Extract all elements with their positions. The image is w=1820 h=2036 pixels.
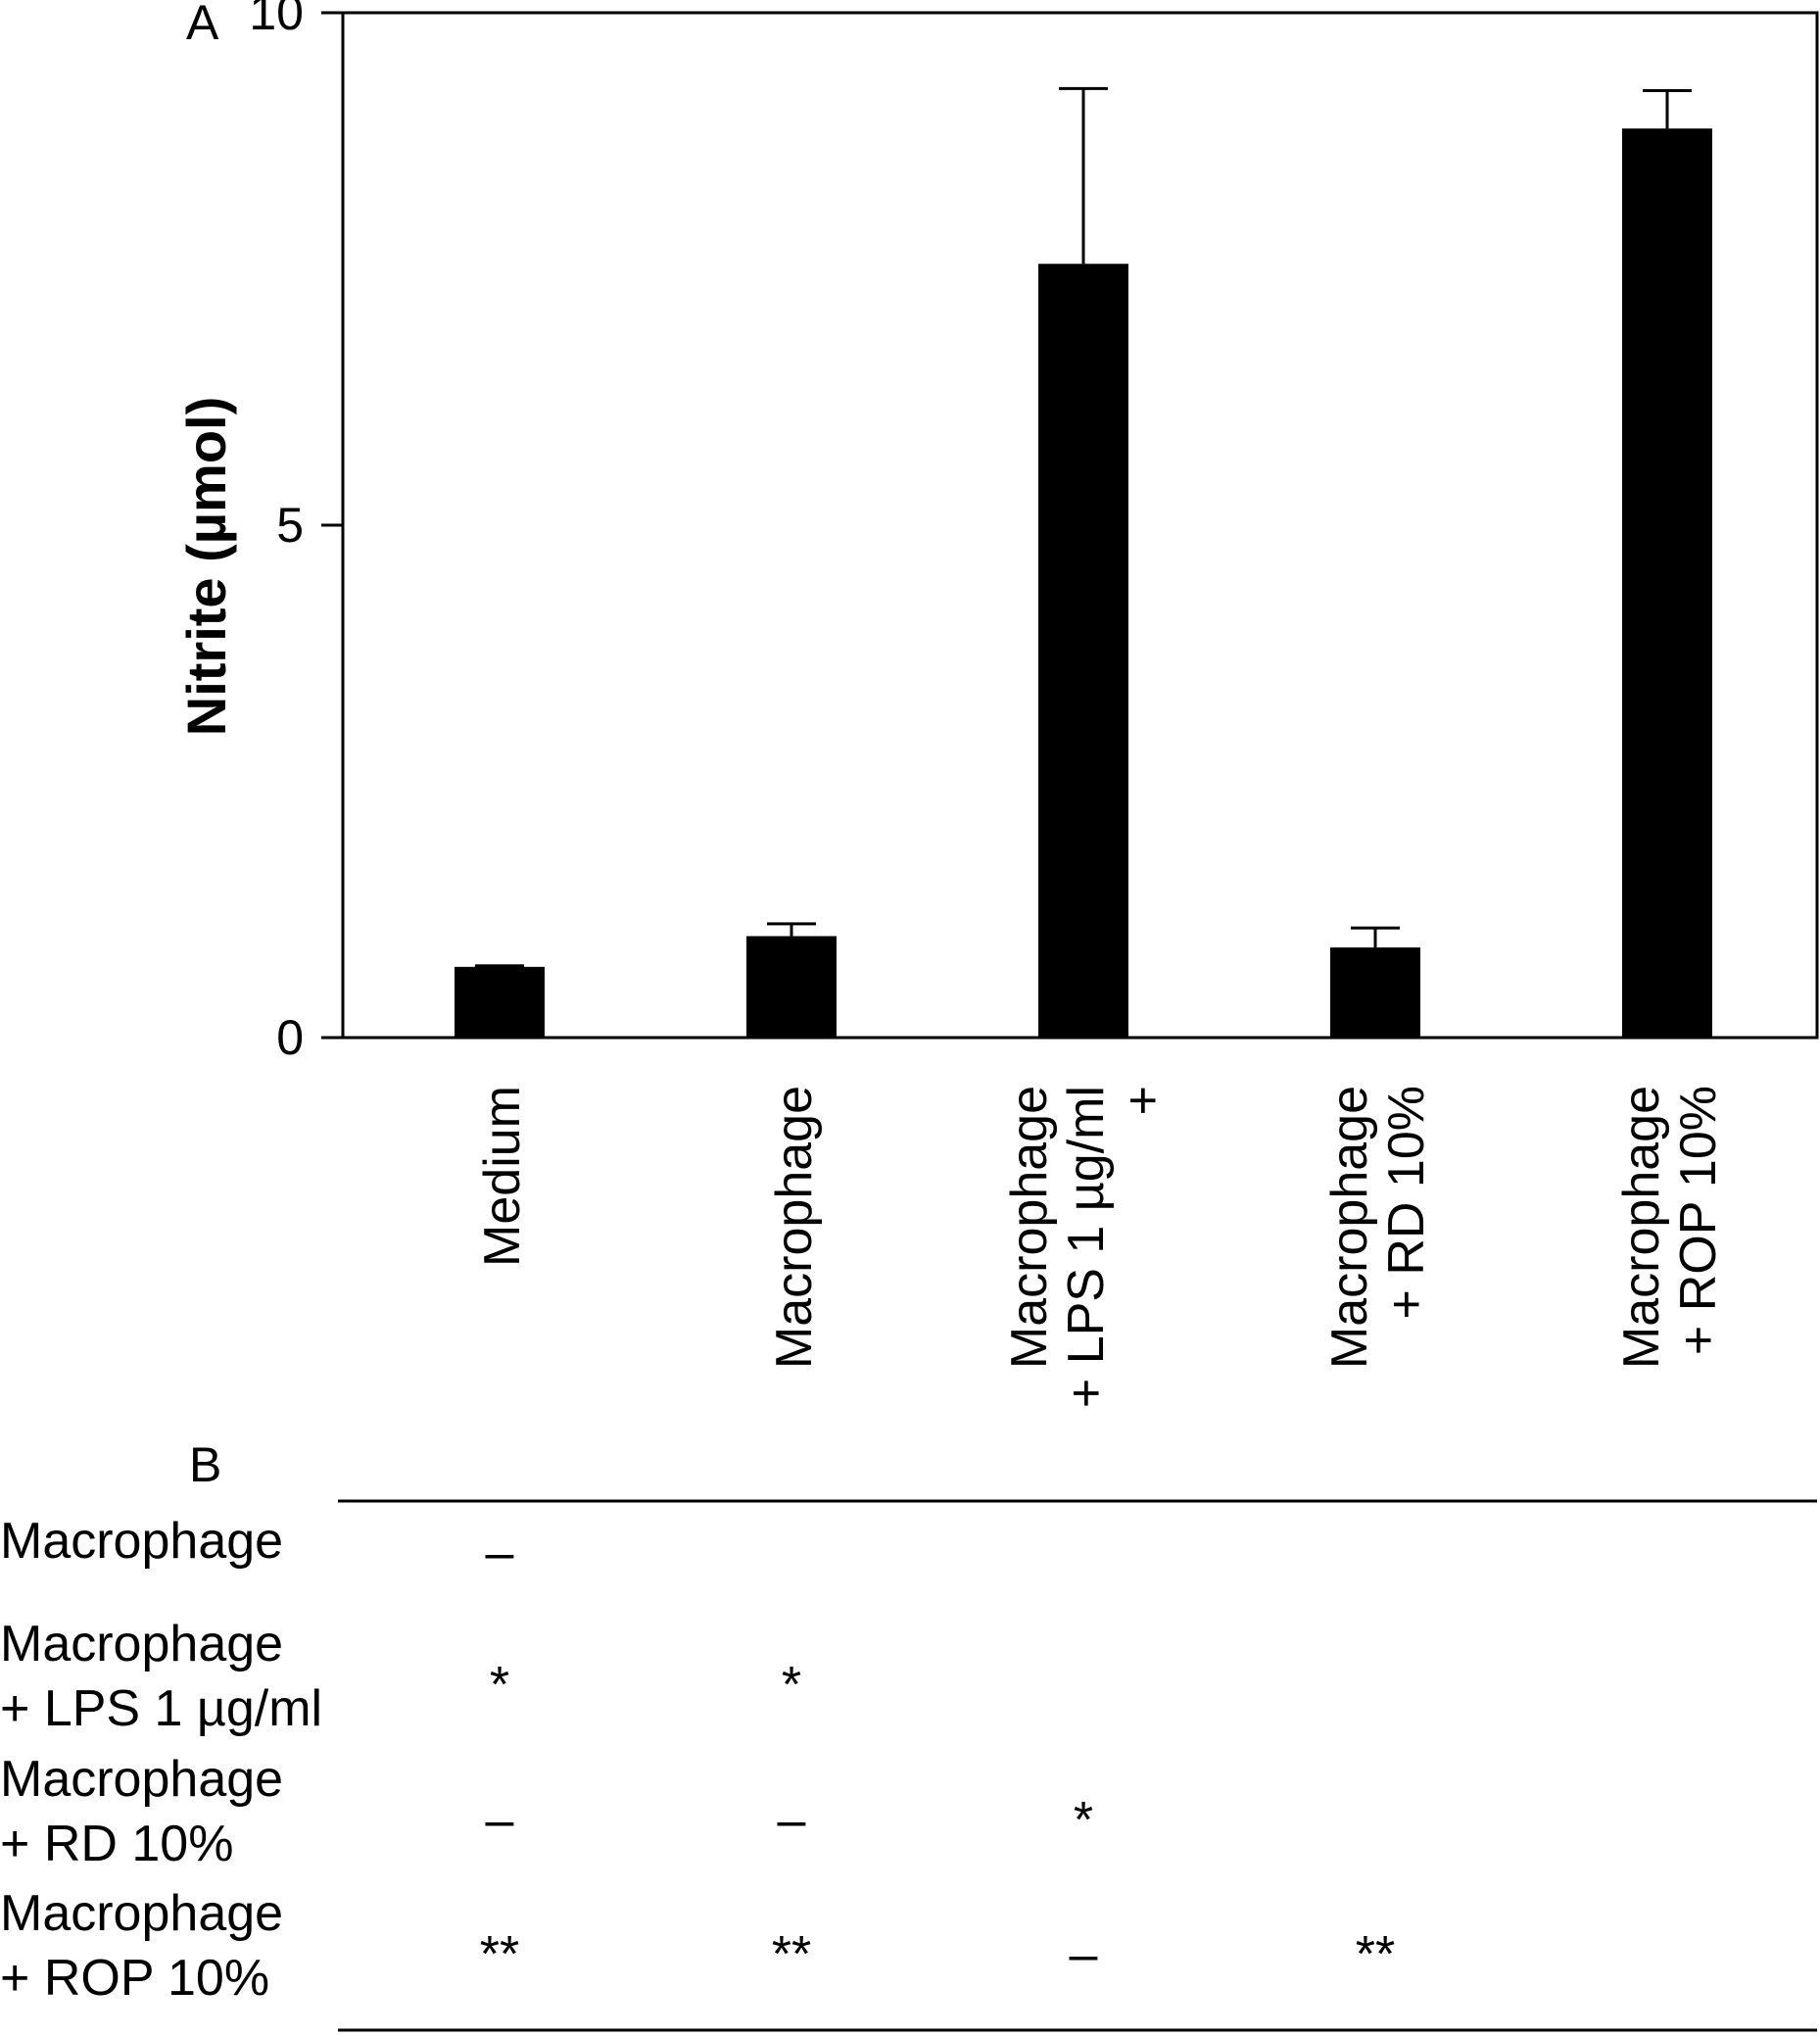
chart-panel-a: A 0 5 10 Nitrite (µmol) Medium Macrophage Ma…	[175, 0, 1819, 1408]
x-tick-label: Macrophage	[1613, 1086, 1670, 1369]
table-rows: Macrophage –Macrophage + LPS 1 µg/ml * *Mac…	[0, 1513, 1395, 2007]
row-label: Macrophage	[0, 1513, 283, 1570]
x-tick-label: + ROP 10%	[1670, 1086, 1727, 1355]
bar	[1330, 946, 1420, 1038]
table-cell: –	[1070, 1926, 1098, 1983]
x-tick-label: + LPS 1 µg/ml	[1058, 1086, 1115, 1408]
bars	[455, 128, 1712, 1038]
table-cell: **	[772, 1926, 811, 1983]
x-tick-label: Macrophage	[1001, 1086, 1058, 1369]
y-tick-label: 5	[276, 498, 304, 553]
row-label: Macrophage	[0, 1616, 283, 1672]
table-row: Macrophage + RD 10% – – *	[0, 1751, 1093, 1872]
y-tick-label: 0	[276, 1010, 304, 1065]
bar	[1622, 128, 1712, 1038]
table-cell: *	[490, 1657, 509, 1714]
row-label: + ROP 10%	[0, 1950, 269, 2007]
y-tick-label: 10	[249, 0, 304, 40]
x-tick-label: +	[1115, 1086, 1172, 1115]
table-cell: **	[480, 1926, 519, 1983]
error-bars	[475, 86, 1692, 968]
table-cell: **	[1356, 1926, 1395, 1983]
comparison-table: B Macrophage –Macrophage + LPS 1 µg/ml * *M…	[0, 1437, 1817, 2032]
panel-label-a: A	[186, 0, 219, 50]
x-tick-label: Macrophage	[1321, 1086, 1378, 1369]
table-row: Macrophage + ROP 10% ** ** – **	[0, 1885, 1395, 2007]
table-row: Macrophage –	[0, 1513, 514, 1581]
panel-label-b: B	[189, 1437, 221, 1492]
table-cell: –	[486, 1525, 514, 1581]
x-tick-label: Macrophage	[766, 1086, 823, 1369]
table-cell: *	[1074, 1792, 1093, 1849]
bar	[455, 966, 545, 1038]
table-row: Macrophage + LPS 1 µg/ml * *	[0, 1616, 801, 1737]
row-label: Macrophage	[0, 1885, 283, 1942]
bar	[1038, 264, 1128, 1038]
row-label: + LPS 1 µg/ml	[0, 1680, 322, 1737]
table-cell: –	[778, 1792, 806, 1849]
table-cell: –	[486, 1792, 514, 1849]
y-axis: 0 5 10	[249, 0, 343, 1065]
bar	[746, 936, 837, 1038]
y-axis-label: Nitrite (µmol)	[175, 397, 237, 736]
table-cell: *	[782, 1657, 801, 1714]
x-tick-label: Medium	[474, 1086, 531, 1267]
x-tick-label: + RD 10%	[1378, 1086, 1435, 1319]
row-label: Macrophage	[0, 1751, 283, 1808]
x-axis-labels: Medium Macrophage Macrophage + LPS 1 µg/ml +…	[474, 1086, 1727, 1408]
row-label: + RD 10%	[0, 1816, 233, 1872]
